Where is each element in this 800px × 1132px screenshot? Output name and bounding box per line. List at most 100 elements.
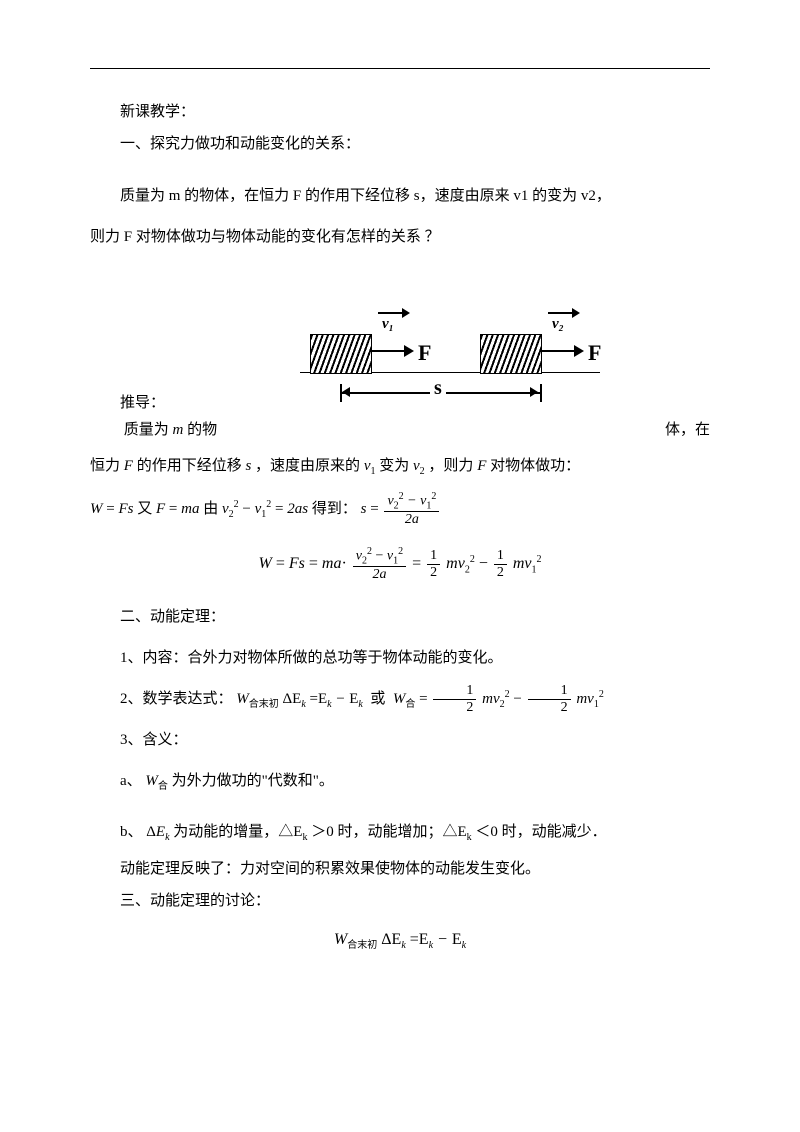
ia-prefix: a、: [120, 773, 142, 789]
eq-Fs: Fs: [118, 501, 133, 517]
em-W: W: [259, 555, 272, 572]
section-three-title: 三、动能定理的讨论：: [90, 889, 710, 913]
em-half2: 12: [494, 548, 507, 580]
ef-W: W: [334, 931, 347, 948]
i2-or: 或: [370, 691, 385, 707]
ef-minus: −: [437, 931, 452, 948]
em-eq2: =: [309, 555, 318, 572]
force-diagram: F F v₁ v₂ s: [300, 302, 600, 412]
ia-suffix: 为外力做功的"代数和"。: [172, 773, 334, 789]
section-two-title: 二、动能定理：: [90, 601, 710, 634]
i2-k2: k: [327, 699, 331, 710]
force-label-1: F: [418, 340, 431, 366]
ib-delta: Δ: [146, 824, 156, 840]
i2-mv2s: 2: [500, 699, 505, 710]
force-label-2: F: [588, 340, 601, 366]
var-s: s: [245, 458, 251, 474]
em-eq3: =: [412, 555, 421, 572]
em-Fs: Fs: [289, 555, 305, 572]
eq-v2a-sub: 2: [229, 509, 234, 520]
equation-final: W合末初 ΔEk =Ek − Ek: [90, 931, 710, 951]
i2h1n: 1: [433, 683, 476, 698]
emh2d: 2: [494, 564, 507, 580]
i2-mv2p: 2: [505, 689, 510, 700]
eq-sign-4: =: [370, 501, 378, 517]
section-new-lesson: 新课教学：: [90, 100, 710, 124]
emf-min: −: [376, 549, 384, 564]
var-v2: v: [413, 458, 420, 474]
i2-minus2: −: [513, 691, 521, 707]
em-mv1p: 2: [537, 554, 542, 565]
mass-text-left: 质量为: [124, 422, 169, 438]
ef-k2: k: [429, 940, 433, 951]
emh2n: 1: [494, 548, 507, 563]
eq-F: F: [156, 501, 165, 517]
fn-v2p: 2: [399, 491, 404, 502]
displacement-label: s: [430, 377, 446, 400]
item-2: 2、数学表达式： W合末初 ΔEk =Ek − Ek 或 W合 = 12 mv2…: [90, 683, 710, 716]
i2-delta: Δ: [283, 691, 293, 707]
sub-2: 2: [420, 466, 425, 477]
em-mv2s: 2: [465, 564, 470, 575]
emf-v2p: 2: [367, 546, 372, 557]
ef-k3: k: [462, 940, 466, 951]
t-henli: 恒力: [90, 458, 120, 474]
fn-v1p: 2: [431, 491, 436, 502]
ib-k: k: [165, 832, 169, 843]
i2h2d: 2: [528, 699, 571, 715]
t-mid2: ，速度由原来的: [255, 458, 360, 474]
fn-2a: 2a: [384, 511, 439, 527]
ib-mid: 为动能的增量，△E: [173, 824, 302, 840]
ib-mid2: ＞0 时，动能增加；△E: [311, 824, 466, 840]
i2-mv1s: 1: [594, 699, 599, 710]
eq-you2: 由: [203, 501, 218, 517]
eq-v2a-sup: 2: [234, 499, 239, 510]
mass-text-right: 体，在: [665, 418, 710, 442]
emh1n: 1: [427, 548, 440, 563]
var-m: m: [173, 422, 184, 438]
fn-minus: −: [407, 494, 416, 509]
eq-sign-2: =: [169, 501, 177, 517]
var-F2: F: [477, 458, 486, 474]
em-mv2p: 2: [470, 554, 475, 565]
i2-W: W: [236, 691, 249, 707]
problem-line-1: 质量为 m 的物体，在恒力 F 的作用下经位移 s，速度由原来 v1 的变为 v…: [90, 180, 710, 213]
eq-sign-1: =: [106, 501, 114, 517]
em-eq1: =: [276, 555, 285, 572]
ia-he: 合: [158, 781, 168, 792]
eq-ma: ma: [181, 501, 199, 517]
derivation-line-2: 恒力 F 的作用下经位移 s ，速度由原来的 v1 变为 v2 ，则力 F 对物…: [90, 450, 710, 483]
eq-dedao: 得到：: [312, 501, 357, 517]
item-b: b、 ΔEk 为动能的增量，△Ek ＞0 时，动能增加；△Ek ＜0 时，动能减…: [90, 816, 710, 849]
emf-v1p: 2: [398, 546, 403, 557]
eq-s: s: [361, 501, 367, 517]
i2-eq: =: [419, 691, 427, 707]
var-F: F: [124, 458, 133, 474]
velocity-label-1: v₁: [382, 316, 394, 333]
em-minus: −: [479, 555, 488, 572]
eq-v1a-sub: 1: [261, 509, 266, 520]
em-dot: ·: [341, 555, 346, 572]
fn-v1s: 1: [426, 500, 431, 511]
emf-2a: 2a: [353, 566, 406, 582]
em-mv1s: 1: [532, 564, 537, 575]
i2-hemo: 合末初: [249, 699, 279, 710]
force-arrow-2: [542, 350, 582, 352]
i2-W2: W: [393, 691, 406, 707]
i2-k3: k: [358, 699, 362, 710]
equation-line-1: W = Fs 又 F = ma 由 v22 − v12 = 2as 得到： s …: [90, 491, 710, 528]
s-arrow-left: [342, 387, 350, 397]
ib-end: ＜0 时，动能减少．: [475, 824, 606, 840]
page: 新课教学： 一、探究力做功和动能变化的关系： 质量为 m 的物体，在恒力 F 的…: [0, 0, 800, 1132]
eq-v2a: v: [222, 501, 229, 517]
eq-minus-1: −: [242, 501, 250, 517]
item-3: 3、含义：: [90, 724, 710, 757]
t-mid: 的作用下经位移: [137, 458, 242, 474]
velocity-arrow-2: [548, 312, 578, 314]
eq-you: 又: [137, 501, 152, 517]
ef-delta: Δ: [381, 931, 391, 948]
eq-sign-3: =: [275, 501, 283, 517]
ia-W: W: [145, 773, 158, 789]
i2-he: 合: [405, 699, 415, 710]
i2-minus: −: [335, 691, 349, 707]
